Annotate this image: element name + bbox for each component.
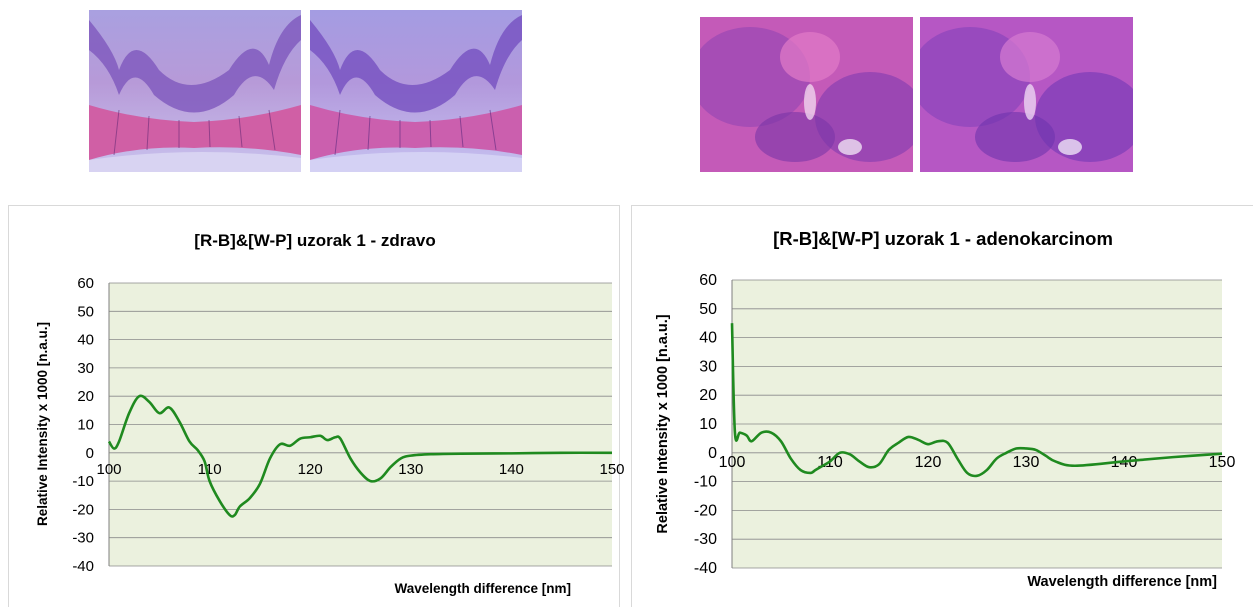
y-tick-label: 30 xyxy=(77,360,94,377)
micrograph-healthy-1 xyxy=(89,10,301,172)
y-tick-label: -10 xyxy=(694,474,717,491)
x-axis-title: Wavelength difference [nm] xyxy=(394,581,571,596)
y-tick-label: 50 xyxy=(699,301,717,318)
y-tick-label: -20 xyxy=(72,501,94,518)
x-tick-label: 150 xyxy=(599,461,624,478)
y-axis-title: Relative Intensity x 1000 [n.a.u.] xyxy=(35,322,50,526)
x-tick-label: 100 xyxy=(719,454,746,471)
x-tick-label: 110 xyxy=(198,461,222,478)
y-tick-label: 10 xyxy=(699,416,717,433)
x-tick-label: 130 xyxy=(1013,454,1040,471)
y-tick-label: -40 xyxy=(694,560,717,577)
y-tick-label: -30 xyxy=(72,530,94,547)
y-tick-label: -40 xyxy=(72,558,94,575)
chart-title: [R-B]&[W-P] uzorak 1 - adenokarcinom xyxy=(773,228,1113,249)
y-axis-title: Relative Intensity x 1000 [n.a.u.] xyxy=(655,314,671,533)
y-tick-label: 60 xyxy=(77,275,94,292)
x-tick-label: 120 xyxy=(298,461,323,478)
y-tick-label: 40 xyxy=(699,330,717,347)
x-tick-label: 120 xyxy=(915,454,942,471)
x-tick-label: 150 xyxy=(1209,454,1236,471)
y-tick-label: 20 xyxy=(699,387,717,404)
series-line xyxy=(730,323,1223,478)
micrograph-adenocarcinoma-1 xyxy=(700,17,913,172)
y-tick-label: 10 xyxy=(77,417,94,434)
y-tick-label: 50 xyxy=(77,303,94,320)
y-tick-label: -10 xyxy=(72,473,94,490)
x-axis-title: Wavelength difference [nm] xyxy=(1027,574,1217,590)
chart-panel-healthy: 60 50 40 30 20 10 0 -10 -20 -30 -40 100 110 120 130 140… xyxy=(8,205,625,607)
y-tick-label: -20 xyxy=(694,502,717,519)
y-tick-label: 0 xyxy=(708,445,717,462)
series-line xyxy=(107,394,613,518)
micrograph-adenocarcinoma-2 xyxy=(920,17,1133,172)
x-tick-label: 130 xyxy=(398,461,423,478)
micrograph-healthy-2 xyxy=(310,10,522,172)
y-tick-label: 60 xyxy=(699,272,717,289)
x-tick-label: 140 xyxy=(499,461,524,478)
y-tick-label: 30 xyxy=(699,358,717,375)
x-tick-label: 100 xyxy=(96,461,121,478)
y-tick-label: 0 xyxy=(86,445,94,462)
y-tick-label: 40 xyxy=(77,332,94,349)
chart-title: [R-B]&[W-P] uzorak 1 - zdravo xyxy=(194,231,435,250)
chart-panel-adenocarcinoma: 60 50 40 30 20 10 0 -10 -20 -30 -40 100 110 120 130 140… xyxy=(631,205,1253,607)
y-tick-label: 20 xyxy=(77,388,94,405)
y-tick-label: -30 xyxy=(694,531,717,548)
